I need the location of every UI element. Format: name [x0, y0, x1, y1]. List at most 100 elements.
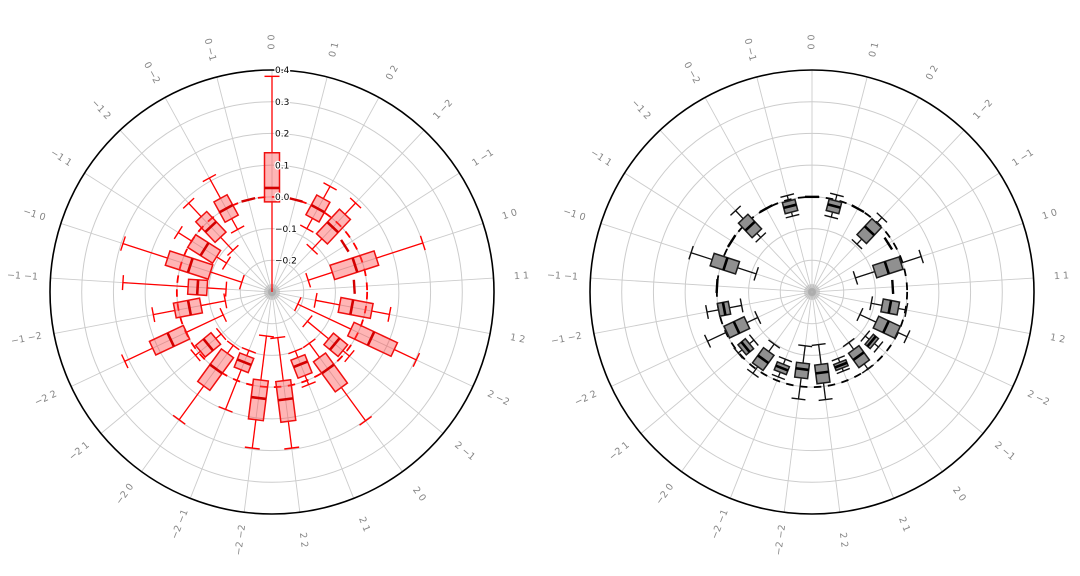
upper-cap	[703, 334, 712, 348]
boxplot-2_0	[302, 338, 373, 426]
upper-cap	[876, 212, 888, 223]
lower-cap	[851, 238, 863, 250]
box	[247, 378, 270, 422]
upper-cap	[836, 367, 851, 375]
boxplot-1_−1	[883, 237, 894, 251]
upper-whisker	[177, 231, 193, 242]
upper-cap	[173, 225, 183, 240]
median-line	[218, 203, 234, 214]
median-line	[721, 302, 727, 316]
lower-cap	[223, 293, 228, 309]
boxplot-−1_1	[726, 234, 737, 248]
angle-label: 2 1	[896, 515, 912, 533]
upper-whisker	[342, 350, 350, 357]
degenerate-median-dash	[288, 196, 303, 203]
angle-label: 0 −2	[141, 60, 162, 86]
boxplot-1_−2	[851, 212, 888, 250]
lower-cap	[224, 281, 228, 297]
median-line	[293, 360, 309, 369]
box	[793, 361, 811, 380]
lower-whisker	[186, 314, 224, 333]
lower-whisker	[220, 236, 234, 251]
lower-whisker	[802, 345, 806, 364]
angle-label: 2 −2	[485, 389, 511, 409]
lower-whisker	[830, 211, 834, 218]
degenerate-median-dash	[759, 204, 773, 214]
upper-cap	[387, 306, 392, 322]
angle-gridline	[590, 277, 811, 293]
median-line	[732, 321, 741, 334]
boxplot-2_−2	[293, 297, 421, 368]
upper-cap	[412, 352, 421, 368]
angle-label: −2 1	[67, 440, 92, 463]
boxplot-−1_2	[729, 205, 767, 243]
angle-label: −1 −2	[10, 331, 43, 348]
upper-whisker	[898, 307, 907, 311]
boxplot-−1_1	[173, 225, 232, 270]
angle-label: −1 2	[629, 98, 653, 122]
boxplot-0_0	[263, 75, 281, 292]
median-line	[310, 203, 326, 214]
lower-cap	[739, 298, 744, 313]
angle-label: 1 −1	[470, 147, 495, 169]
lower-whisker	[215, 333, 222, 339]
lower-cap	[860, 330, 871, 342]
median-line	[882, 320, 890, 334]
angle-gridline	[704, 97, 812, 292]
angle-label: −2 0	[114, 482, 136, 507]
box	[312, 351, 349, 393]
angle-label: 1 1	[514, 270, 530, 282]
lower-whisker	[746, 316, 759, 324]
lower-cap	[299, 224, 314, 233]
upper-whisker	[340, 387, 367, 422]
lower-cap	[215, 327, 227, 341]
lower-cap	[753, 266, 760, 281]
angle-gridline	[783, 293, 813, 513]
angle-label: −1 −1	[547, 270, 579, 283]
angle-label: 2 2	[297, 532, 310, 548]
upper-whisker	[900, 255, 922, 264]
median-line	[199, 242, 210, 257]
angle-label: 0 0	[267, 34, 278, 49]
lower-whisker	[231, 218, 239, 230]
boxplot-2_2	[270, 335, 300, 450]
median-line	[349, 299, 355, 315]
angle-gridline	[812, 292, 1014, 387]
upper-whisker	[863, 363, 869, 370]
lower-whisker	[210, 271, 243, 283]
angle-gridline	[273, 277, 494, 293]
upper-cap	[818, 398, 833, 402]
lower-cap	[869, 296, 874, 311]
lower-whisker	[260, 335, 268, 381]
lower-whisker	[848, 342, 855, 350]
lower-whisker	[871, 302, 883, 307]
lower-whisker	[216, 256, 227, 264]
median-line	[834, 361, 848, 369]
lower-whisker	[782, 358, 786, 365]
median-line	[827, 203, 841, 209]
lower-cap	[270, 335, 286, 340]
lower-cap	[288, 347, 303, 355]
angle-gridline	[729, 293, 812, 499]
upper-cap	[918, 249, 925, 264]
angle-label: 1 1	[1054, 270, 1070, 282]
upper-cap	[733, 347, 744, 359]
median-line	[202, 338, 215, 352]
angle-label: 2 2	[837, 532, 850, 548]
boxplot-−2_2	[120, 307, 228, 369]
median-line	[722, 257, 729, 271]
upper-whisker	[208, 177, 222, 199]
angle-label: −1 −2	[550, 331, 583, 348]
degenerate-median-dash	[726, 234, 737, 248]
upper-whisker	[122, 242, 168, 259]
upper-cap	[172, 414, 186, 425]
median-line	[887, 300, 893, 314]
angle-label: −2 2	[33, 389, 59, 409]
angle-label: 0 1	[867, 41, 881, 58]
median-line	[166, 332, 176, 348]
upper-whisker	[707, 331, 728, 342]
upper-whisker	[371, 310, 390, 316]
box	[274, 378, 297, 424]
angle-gridline	[216, 76, 273, 291]
angle-label: 0 2	[924, 64, 941, 83]
